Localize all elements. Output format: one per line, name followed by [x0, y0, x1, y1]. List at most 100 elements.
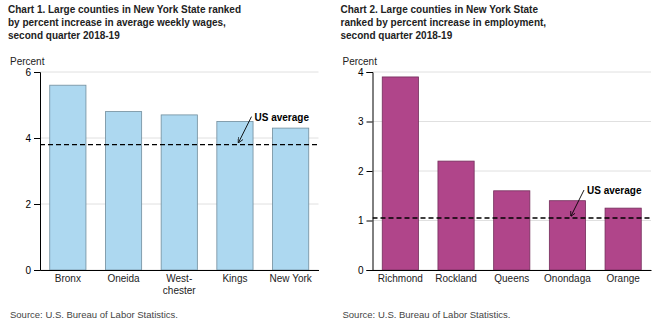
y-tick-label: 2: [25, 199, 31, 210]
x-tick: Richmond: [378, 273, 423, 284]
bar: [273, 128, 309, 270]
y-tick-label: 1: [358, 215, 364, 226]
x-tick: Onondaga: [544, 273, 591, 284]
y-tick: 2: [25, 199, 40, 210]
annotation-arrow: [239, 117, 252, 143]
x-tick-label-line: New York: [270, 273, 313, 284]
x-tick: Queens: [494, 273, 529, 284]
title-line: ranked by percent increase in employment…: [341, 17, 547, 28]
bar: [549, 201, 585, 270]
x-tick: Bronx: [55, 273, 81, 284]
x-tick-label-line: Oneida: [107, 273, 140, 284]
bar: [50, 85, 86, 270]
source: Source: U.S. Bureau of Labor Statistics.: [10, 309, 178, 320]
y-tick: 4: [358, 67, 373, 78]
x-tick-label: Rockland: [435, 273, 477, 284]
y-tick-mark: [34, 138, 40, 139]
x-tick-label: Richmond: [378, 273, 423, 284]
marks: [40, 85, 319, 270]
title-line: second quarter 2018-19: [341, 30, 453, 41]
y-tick-mark: [34, 72, 40, 73]
x-tick: New York: [270, 273, 313, 284]
x-tick: West-chester: [163, 273, 196, 296]
y-tick: 2: [358, 166, 373, 177]
y-tick-mark: [367, 221, 373, 222]
y-tick-label: 2: [358, 166, 364, 177]
x-tick-label: Bronx: [55, 273, 81, 284]
title-line: Chart 2. Large counties in New York Stat…: [341, 4, 539, 15]
x-tick-label: Kings: [222, 273, 247, 284]
x-tick: Oneida: [107, 273, 140, 284]
y-axis-line: [367, 73, 374, 271]
bar: [382, 77, 418, 270]
chart-root: Chart 1. Large counties in New York Stat…: [0, 0, 665, 326]
x-tick-label: Onondaga: [544, 273, 591, 284]
source: Source: U.S. Bureau of Labor Statistics.: [343, 309, 511, 320]
y-tick: 0: [25, 265, 40, 276]
y-tick-label: 4: [25, 133, 31, 144]
grid: [40, 72, 319, 270]
y-tick-mark: [34, 204, 40, 205]
annotation: US average: [255, 112, 310, 123]
x-tick-label-line: Orange: [606, 273, 640, 284]
y-axis-line: [34, 73, 41, 271]
plot-area: 0 1 2 3 4 Richmond Rockland Queens Onondaga Orang…: [358, 67, 652, 284]
x-tick: Kings: [222, 273, 247, 284]
y-tick-mark: [367, 270, 373, 271]
title-line: Chart 1. Large counties in New York Stat…: [8, 4, 241, 15]
x-tick-label: Oneida: [107, 273, 140, 284]
plot-area: 0 2 4 6 Bronx Oneida West-chester Kings New York…: [25, 67, 319, 296]
x-tick-label-line: Bronx: [55, 273, 81, 284]
y-tick: 3: [358, 116, 373, 127]
y-tick: 0: [358, 265, 373, 276]
title: Chart 1. Large counties in New York Stat…: [8, 4, 241, 41]
x-tick-label: New York: [270, 273, 313, 284]
bar: [494, 191, 530, 270]
y-tick: 6: [25, 67, 40, 78]
y-axis-label: Percent: [343, 56, 378, 67]
x-axis-line: [373, 270, 652, 271]
grid-line: [40, 72, 319, 73]
panel: Chart 2. Large counties in New York Stat…: [341, 4, 652, 320]
x-axis: Richmond Rockland Queens Onondaga Orange: [373, 271, 652, 285]
x-tick-label-line: Queens: [494, 273, 529, 284]
x-axis: Bronx Oneida West-chester Kings New York: [41, 271, 320, 296]
y-axis: 0 2 4 6: [25, 67, 40, 276]
title-line: by percent increase in average weekly wa…: [8, 17, 226, 28]
grid-line: [373, 72, 652, 73]
annotation: US average: [587, 185, 642, 196]
x-tick-label: Orange: [606, 273, 640, 284]
grid: [373, 72, 652, 270]
y-tick-label: 3: [358, 116, 364, 127]
annotation-arrow: [571, 190, 584, 216]
bar: [438, 161, 474, 270]
x-tick-label-line: West-: [166, 273, 192, 284]
y-tick-label: 6: [25, 67, 31, 78]
x-tick: Rockland: [435, 273, 477, 284]
y-axis: 0 1 2 3 4: [358, 67, 373, 276]
x-tick-label-line: Kings: [222, 273, 247, 284]
x-tick-label: Queens: [494, 273, 529, 284]
title: Chart 2. Large counties in New York Stat…: [341, 4, 547, 41]
reference-line: [40, 144, 319, 145]
y-axis-label: Percent: [10, 56, 45, 67]
bar: [105, 112, 141, 270]
y-tick-mark: [367, 171, 373, 172]
marks: [373, 77, 652, 270]
title-line: second quarter 2018-19: [8, 30, 120, 41]
bar: [217, 122, 253, 271]
y-tick-mark: [367, 122, 373, 123]
y-tick-mark: [34, 270, 40, 271]
y-tick-mark: [367, 72, 373, 73]
y-tick-label: 4: [358, 67, 364, 78]
x-tick-label-line: Rockland: [435, 273, 477, 284]
x-tick-label: West-chester: [163, 273, 196, 296]
y-tick-label: 0: [358, 265, 364, 276]
panel: Chart 1. Large counties in New York Stat…: [8, 4, 319, 320]
x-tick-label-line: chester: [163, 285, 196, 296]
x-tick-label-line: Richmond: [378, 273, 423, 284]
y-tick: 4: [25, 133, 40, 144]
x-tick-label-line: Onondaga: [544, 273, 591, 284]
x-axis-line: [41, 270, 320, 271]
x-tick: Orange: [606, 273, 640, 284]
